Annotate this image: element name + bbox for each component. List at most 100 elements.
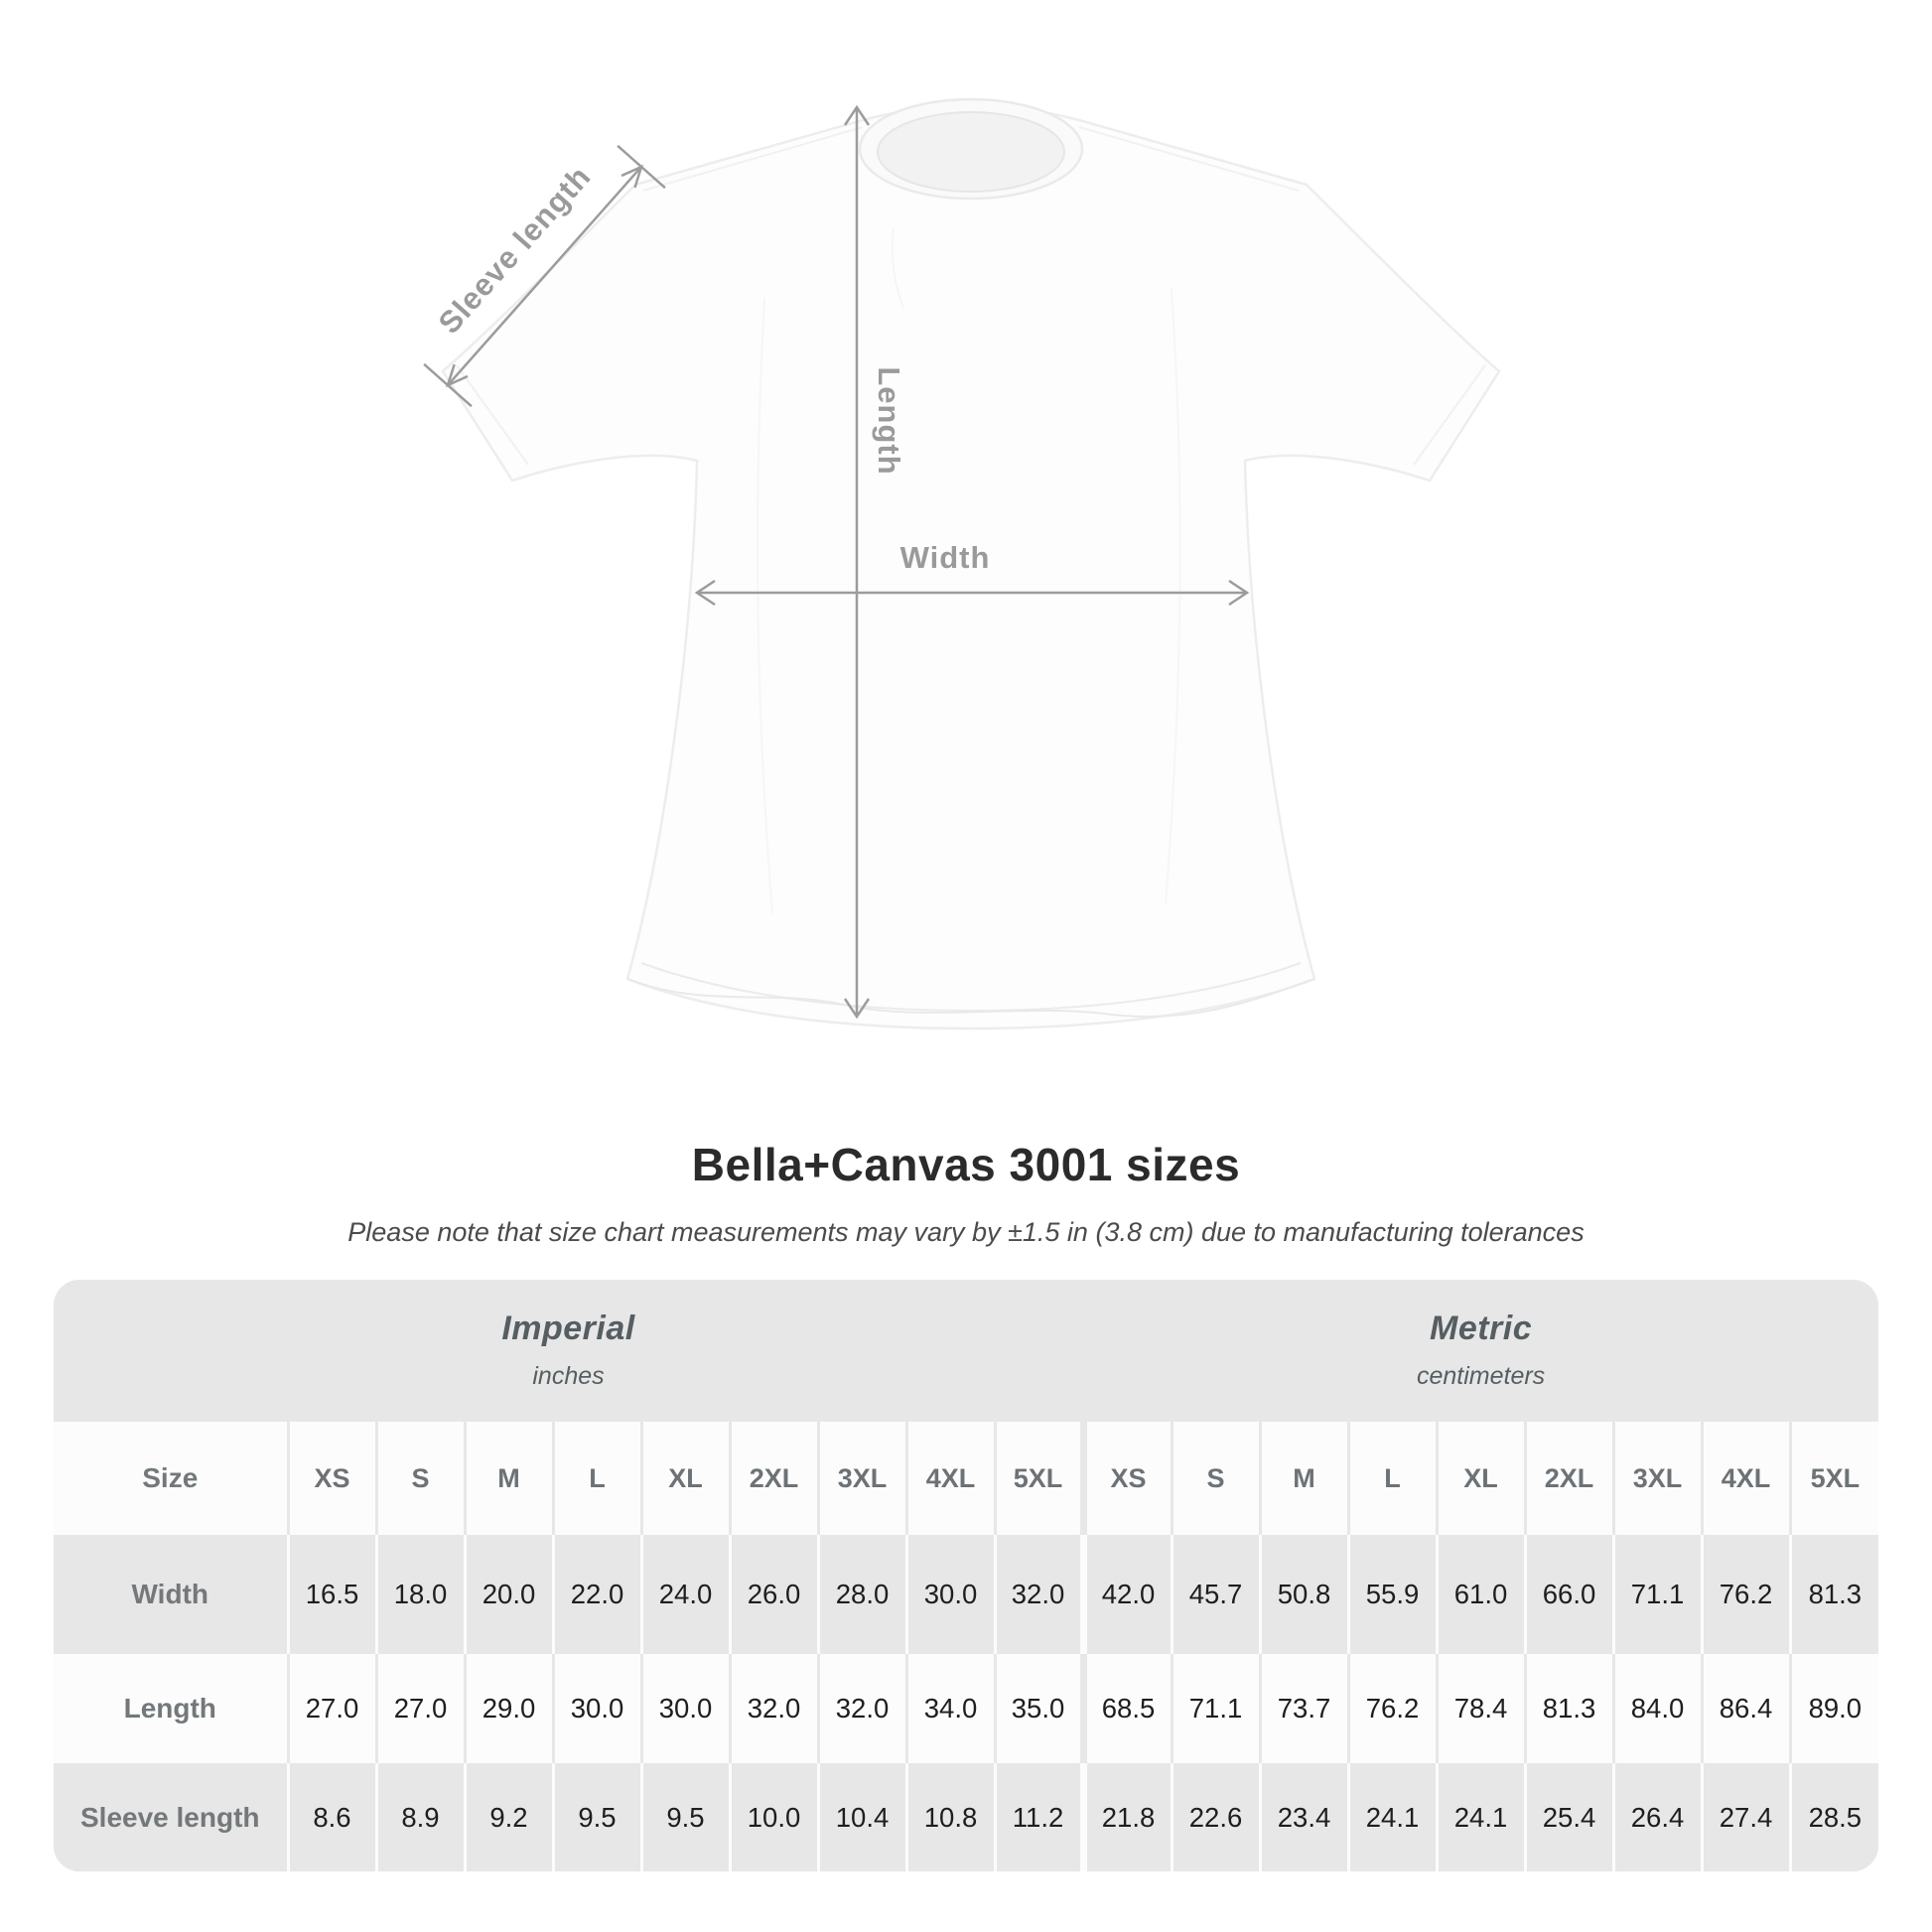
page-subtitle: Please note that size chart measurements… [347, 1217, 1585, 1247]
size-header-row: Size XS S M L XL 2XL 3XL 4XL 5XL XS S M … [54, 1422, 1878, 1535]
cell-sleeve-metric: 25.4 [1523, 1763, 1614, 1871]
cell-width-metric: 45.7 [1170, 1535, 1261, 1654]
cell-width-metric: 61.0 [1435, 1535, 1526, 1654]
cell-width-imperial: 22.0 [551, 1535, 641, 1654]
size-header-label: Size [54, 1422, 288, 1535]
cell-sleeve-imperial: 9.2 [463, 1763, 553, 1871]
t-shirt-graphic [441, 97, 1501, 1031]
size-table-container: Imperial inches Metric centimeters Size … [54, 1280, 1878, 1871]
measurement-annotations [423, 104, 1250, 1020]
cell-sleeve-imperial: 10.8 [904, 1763, 995, 1871]
shirt-detail-lines [456, 126, 1486, 1018]
size-col-header-imperial-xs: XS [286, 1422, 376, 1535]
size-col-header-imperial-xl: XL [639, 1422, 730, 1535]
row-label-sleeve-length: Sleeve length [54, 1763, 288, 1871]
size-col-header-metric-xl: XL [1435, 1422, 1526, 1535]
sleeve-length-arrow [423, 144, 666, 408]
size-col-header-imperial-2xl: 2XL [728, 1422, 818, 1535]
cell-sleeve-imperial: 9.5 [551, 1763, 641, 1871]
cell-length-metric: 86.4 [1700, 1654, 1791, 1763]
cell-sleeve-imperial: 8.9 [374, 1763, 465, 1871]
cell-length-metric: 76.2 [1346, 1654, 1438, 1763]
size-col-header-imperial-s: S [374, 1422, 465, 1535]
length-arrow [843, 104, 871, 1020]
t-shirt-body [441, 104, 1501, 1031]
cell-length-imperial: 35.0 [993, 1654, 1084, 1763]
size-col-header-imperial-3xl: 3XL [816, 1422, 906, 1535]
cell-sleeve-imperial: 10.0 [728, 1763, 818, 1871]
cell-width-imperial: 20.0 [463, 1535, 553, 1654]
cell-length-imperial: 30.0 [551, 1654, 641, 1763]
size-col-header-metric-5xl: 5XL [1788, 1422, 1878, 1535]
cell-length-imperial: 32.0 [728, 1654, 818, 1763]
width-label: Width [900, 540, 991, 575]
size-col-header-imperial-5xl: 5XL [993, 1422, 1084, 1535]
cell-width-metric: 71.1 [1611, 1535, 1703, 1654]
cell-sleeve-metric: 26.4 [1611, 1763, 1703, 1871]
size-table: Imperial inches Metric centimeters Size … [54, 1280, 1878, 1871]
row-label-length: Length [54, 1654, 288, 1763]
cell-length-imperial: 34.0 [904, 1654, 995, 1763]
cell-width-imperial: 30.0 [904, 1535, 995, 1654]
cell-length-metric: 73.7 [1258, 1654, 1349, 1763]
cell-sleeve-imperial: 8.6 [286, 1763, 376, 1871]
cell-sleeve-metric: 24.1 [1435, 1763, 1526, 1871]
cell-length-imperial: 27.0 [286, 1654, 376, 1763]
size-col-header-imperial-l: L [551, 1422, 641, 1535]
cell-sleeve-metric: 22.6 [1170, 1763, 1261, 1871]
cell-length-imperial: 29.0 [463, 1654, 553, 1763]
size-col-header-imperial-m: M [463, 1422, 553, 1535]
cell-length-metric: 84.0 [1611, 1654, 1703, 1763]
table-row-length: Length 27.0 27.0 29.0 30.0 30.0 32.0 32.… [54, 1654, 1878, 1763]
cell-width-metric: 55.9 [1346, 1535, 1438, 1654]
cell-length-metric: 81.3 [1523, 1654, 1614, 1763]
length-label: Length [872, 366, 906, 475]
size-col-header-metric-2xl: 2XL [1523, 1422, 1614, 1535]
imperial-unit: inches [532, 1362, 605, 1390]
cell-sleeve-metric: 28.5 [1788, 1763, 1878, 1871]
cell-width-imperial: 28.0 [816, 1535, 906, 1654]
cell-sleeve-metric: 24.1 [1346, 1763, 1438, 1871]
size-col-header-metric-4xl: 4XL [1700, 1422, 1791, 1535]
imperial-title: Imperial [501, 1310, 635, 1347]
cell-sleeve-imperial: 9.5 [639, 1763, 730, 1871]
cell-sleeve-imperial: 10.4 [816, 1763, 906, 1871]
cell-width-metric: 81.3 [1788, 1535, 1878, 1654]
cell-width-metric: 76.2 [1700, 1535, 1791, 1654]
cell-length-imperial: 30.0 [639, 1654, 730, 1763]
cell-width-imperial: 32.0 [993, 1535, 1084, 1654]
cell-length-metric: 71.1 [1170, 1654, 1261, 1763]
cell-sleeve-metric: 23.4 [1258, 1763, 1349, 1871]
metric-unit: centimeters [1416, 1362, 1546, 1390]
table-row-sleeve-length: Sleeve length 8.6 8.9 9.2 9.5 9.5 10.0 1… [54, 1763, 1878, 1871]
cell-length-metric: 78.4 [1435, 1654, 1526, 1763]
unit-header-row: Imperial inches Metric centimeters [54, 1280, 1878, 1422]
metric-title: Metric [1430, 1310, 1533, 1347]
table-row-width: Width 16.5 18.0 20.0 22.0 24.0 26.0 28.0… [54, 1535, 1878, 1654]
cell-length-metric: 68.5 [1079, 1654, 1173, 1763]
cell-width-metric: 50.8 [1258, 1535, 1349, 1654]
cell-width-imperial: 24.0 [639, 1535, 730, 1654]
unit-header-imperial: Imperial inches [54, 1280, 1084, 1422]
cell-length-imperial: 27.0 [374, 1654, 465, 1763]
page-title: Bella+Canvas 3001 sizes [691, 1139, 1241, 1190]
row-label-width: Width [54, 1535, 288, 1654]
cell-sleeve-metric: 27.4 [1700, 1763, 1791, 1871]
cell-length-imperial: 32.0 [816, 1654, 906, 1763]
t-shirt-measurement-diagram: Sleeve length Length Width [423, 97, 1501, 1031]
cell-length-metric: 89.0 [1788, 1654, 1878, 1763]
size-col-header-metric-l: L [1346, 1422, 1438, 1535]
width-arrow [694, 579, 1250, 607]
size-col-header-metric-3xl: 3XL [1611, 1422, 1703, 1535]
size-col-header-metric-xs: XS [1079, 1422, 1173, 1535]
cell-width-metric: 66.0 [1523, 1535, 1614, 1654]
unit-header-metric: Metric centimeters [1083, 1280, 1878, 1422]
collar-opening [877, 111, 1065, 193]
cell-width-metric: 42.0 [1079, 1535, 1173, 1654]
size-col-header-metric-m: M [1258, 1422, 1349, 1535]
cell-width-imperial: 16.5 [286, 1535, 376, 1654]
cell-sleeve-imperial: 11.2 [993, 1763, 1084, 1871]
cell-width-imperial: 26.0 [728, 1535, 818, 1654]
cell-width-imperial: 18.0 [374, 1535, 465, 1654]
cell-sleeve-metric: 21.8 [1079, 1763, 1173, 1871]
